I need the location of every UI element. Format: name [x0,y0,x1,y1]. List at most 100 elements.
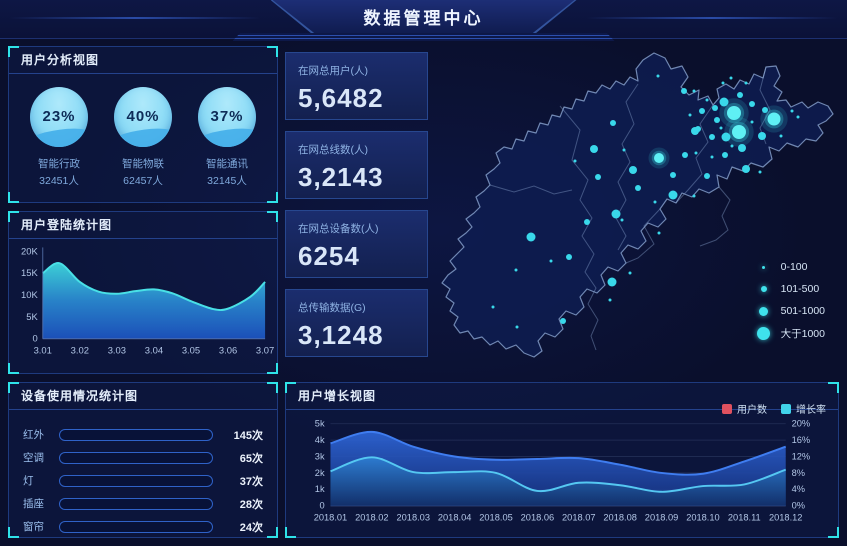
map-dot [749,101,755,107]
map-legend-item[interactable]: 0-100 [756,256,825,278]
x-axis-label: 2018.04 [438,512,472,522]
x-axis-label: 2018.12 [769,512,803,522]
gauge-item[interactable]: 23% 智能行政 32451人 [20,87,98,188]
map-dot [779,134,783,138]
map-dot [610,120,616,126]
map-inner-border [699,186,731,247]
map-legend-item[interactable]: 101-500 [756,278,825,300]
gauge-label: 智能行政 [38,158,80,170]
map-dot [705,98,709,102]
stat-label: 在网总线数(人) [298,144,368,156]
panel-user-growth: 用户增长视图 用户数 增长率 0 0% 1k 4% 2k 8% 3k 12% 4k 16% 5k 20… [285,382,839,538]
map-dot [758,170,762,174]
map-dot [653,200,657,204]
map-dot [722,152,728,158]
x-axis-label: 2018.09 [645,512,679,522]
device-bar-label: 红外 [23,429,44,441]
growth-chart: 0 0% 1k 4% 2k 8% 3k 12% 4k 16% 5k 20% 2018.01 2018.02… [286,410,838,537]
map-dot [628,271,632,275]
right-axis-label: 16% [792,435,811,445]
gauge-item[interactable]: 37% 智能通讯 32145人 [188,87,266,188]
map-legend-item[interactable]: 501-1000 [756,300,825,322]
corner-accent [267,527,278,538]
map-dot [744,81,748,85]
x-axis-label: 3.04 [145,345,163,356]
map-dot [692,194,696,198]
login-area-chart: 0 5K 10K 15K 20K 3.01 3.02 3.03 3.04 3.05 3.06 3.07 [21,245,274,356]
map-dot [729,76,733,80]
header-accent-line-right [587,17,837,19]
map-dot [656,74,660,78]
liquid-circle: 40% [114,87,172,147]
panel-title-user-growth: 用户增长视图 [286,383,838,410]
map-inner-border [675,104,714,204]
growth-legend-item[interactable]: 用户数 [722,401,767,416]
panel-user-analysis: 用户分析视图 23% 智能行政 32451人 40% 智能物联 62457人 3… [8,46,278,203]
map-dot [607,277,617,287]
map-dot [573,159,577,163]
legend-dot-box [756,286,772,292]
map-legend-label: 大于1000 [780,327,825,340]
map-dot [526,232,536,242]
corner-accent [8,192,19,203]
gauge-count: 62457人 [123,175,163,187]
map-dot [767,112,781,126]
map-legend: 0-100 101-500 501-1000 大于1000 [756,256,825,344]
corner-accent [8,363,19,374]
corner-accent [8,527,19,538]
login-chart: 0 5K 10K 15K 20K 3.01 3.02 3.03 3.04 3.05 3.06 3.07 [9,239,277,373]
map-dot [712,105,718,111]
growth-series-line [330,456,787,493]
map-dot [719,97,729,107]
stat-value: 5,6482 [298,83,384,113]
x-axis-label: 2018.07 [562,512,596,522]
growth-area-chart: 0 0% 1k 4% 2k 8% 3k 12% 4k 16% 5k 20% 2018.01 2018.02… [314,419,811,523]
x-axis-label: 3.03 [108,345,126,356]
device-bar-value: 145次 [233,429,263,442]
map-dot [692,89,696,93]
left-axis-label: 3k [315,451,325,461]
device-bar-track [59,520,213,533]
map-dot [699,108,705,114]
legend-dot-box [756,326,772,340]
map-dot [611,209,621,219]
stat-card: 在网总用户(人) 5,6482 [285,52,428,120]
map-legend-item[interactable]: 大于1000 [756,322,825,344]
map-dot [668,190,678,200]
map-dot [688,113,692,117]
corner-accent [267,46,278,57]
map-dot [595,174,601,180]
stat-value: 3,1248 [298,320,384,350]
map-inner-border [559,105,599,351]
y-axis-label: 20K [21,245,38,256]
map-inner-border [615,83,639,251]
legend-swatch-icon [722,403,732,414]
gauge-percent: 37% [210,108,244,125]
legend-dot-icon [762,265,766,269]
panel-device-usage: 设备使用情况统计图 红外 145次 空调 65次 灯 37次 插座 28次 窗帘… [8,382,278,538]
map-legend-label: 101-500 [780,283,820,295]
map-dot [670,172,676,178]
growth-legend-item[interactable]: 增长率 [781,401,826,416]
stat-card: 在网总设备数(人) 6254 [285,210,428,278]
left-axis-label: 0 [319,501,324,511]
growth-legend: 用户数 增长率 [722,401,826,416]
x-axis-label: 2018.03 [396,512,430,522]
stat-value: 3,2143 [298,162,384,192]
growth-series-area [330,457,786,506]
left-axis-label: 4k [315,435,325,445]
map-dot [750,120,754,124]
panel-title-device-usage: 设备使用情况统计图 [9,383,277,410]
x-axis-label: 2018.11 [728,512,761,522]
corner-accent [8,211,19,222]
stat-label: 在网总设备数(人) [298,223,379,235]
map-legend-label: 0-100 [780,261,808,273]
header-accent-line-left [10,17,260,19]
map-dot [719,126,723,130]
page-title: 数据管理中心 [363,9,484,28]
gauge-item[interactable]: 40% 智能物联 62457人 [104,87,182,188]
map-inner-border [489,184,573,195]
device-bar-label: 灯 [23,475,34,487]
map-dot [654,153,664,163]
device-bar-value: 28次 [239,498,263,511]
